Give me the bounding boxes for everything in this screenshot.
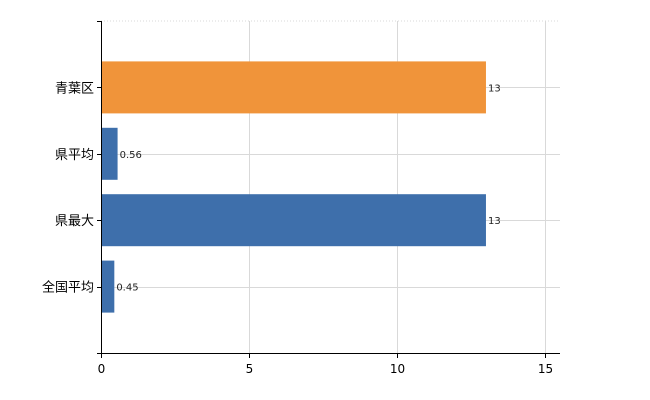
axis-layer: [97, 21, 560, 358]
data-label: 0.56: [120, 150, 142, 161]
x-tick-label: 10: [390, 362, 405, 376]
bar: [101, 194, 486, 247]
data-label: 0.45: [116, 283, 138, 294]
category-label: 全国平均: [42, 280, 94, 296]
x-tick-label: 0: [98, 362, 106, 376]
category-label: 県最大: [55, 214, 94, 229]
bar: [101, 260, 115, 313]
category-label: 青葉区: [55, 81, 94, 96]
bar: [101, 61, 486, 114]
data-label: 13: [488, 83, 501, 94]
category-label: 県平均: [55, 148, 94, 163]
data-label: 13: [488, 216, 501, 227]
bar-layer: [101, 61, 486, 313]
bar: [101, 127, 118, 180]
x-tick-label: 15: [538, 362, 553, 376]
x-tick-label: 5: [246, 362, 254, 376]
